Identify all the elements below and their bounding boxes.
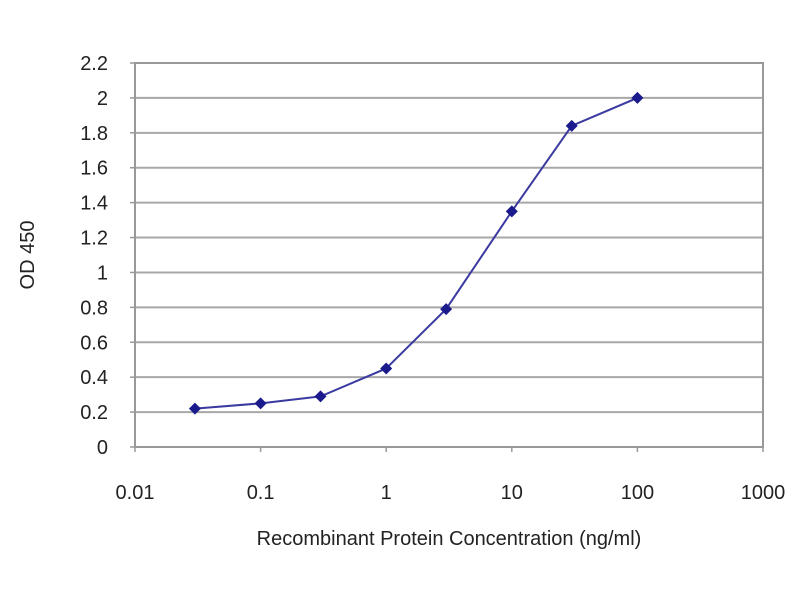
data-point — [254, 397, 267, 410]
y-tick-label: 1.8 — [80, 123, 108, 145]
data-point — [440, 303, 453, 316]
x-tick-label: 100 — [621, 482, 654, 504]
y-tick-labels: 0 0.2 0.4 0.6 0.8 1 1.2 1.4 1.6 1.8 2 2.2 — [80, 53, 108, 459]
series-line — [194, 96, 638, 410]
y-tick-label: 0.6 — [80, 332, 108, 354]
y-tick-label: 0.8 — [80, 297, 108, 319]
y-axis-label: OD 450 — [17, 221, 39, 290]
y-tick-label: 2.2 — [80, 53, 108, 75]
x-tick-label: 1000 — [741, 482, 786, 504]
x-tick-label: 0.1 — [247, 482, 275, 504]
data-point — [565, 119, 578, 132]
data-point — [380, 362, 393, 375]
x-tick-labels: 0.01 0.1 1 10 100 1000 — [116, 482, 786, 504]
y-tick-label: 2 — [97, 88, 108, 110]
gridlines — [130, 62, 764, 452]
series — [188, 91, 644, 415]
y-tick-label: 1 — [97, 262, 108, 284]
y-tick-label: 1.6 — [80, 158, 108, 180]
x-tick-label: 1 — [381, 482, 392, 504]
data-point — [314, 390, 327, 403]
y-tick-label: 0.2 — [80, 402, 108, 424]
data-point — [631, 91, 644, 104]
y-tick-label: 0.4 — [80, 367, 108, 389]
data-point — [505, 205, 518, 218]
y-tick-label: 1.4 — [80, 193, 108, 215]
x-axis-label: Recombinant Protein Concentration (ng/ml… — [257, 528, 642, 550]
data-point — [188, 402, 201, 415]
x-tick-label: 0.01 — [116, 482, 155, 504]
x-tick-label: 10 — [501, 482, 523, 504]
plot-area-border — [134, 62, 764, 448]
y-tick-label: 0 — [97, 437, 108, 459]
y-tick-label: 1.2 — [80, 228, 108, 250]
